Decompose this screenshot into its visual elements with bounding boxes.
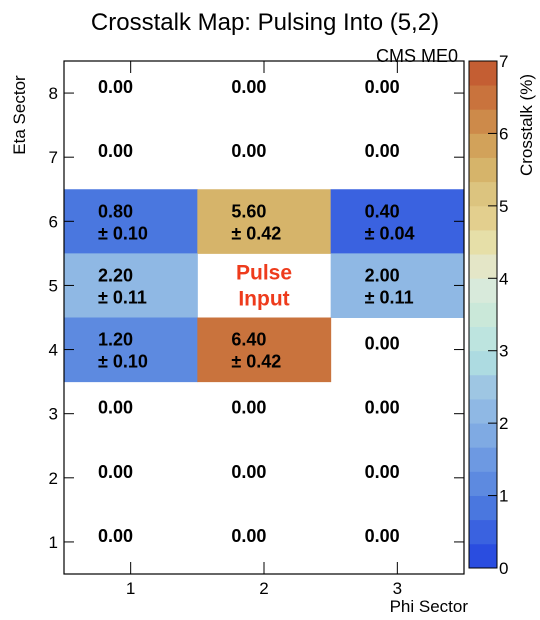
x-tick-label: 1 [126,579,135,598]
colorbar-tick-label: 6 [499,124,508,143]
cell-value-label: 1.20 [98,330,133,350]
cell-error-label: ± 0.10 [98,223,148,243]
cell-value-label: 0.00 [98,77,133,97]
x-axis-label: Phi Sector [390,597,469,616]
cell-value-label: 0.00 [231,77,266,97]
colorbar-band [469,278,497,303]
heatmap-cell [197,317,332,383]
cell-value-label: 2.20 [98,265,133,285]
cell-value-label: 0.00 [98,462,133,482]
heatmap-cell [197,189,332,254]
heatmap-cell [330,189,465,254]
cell-value-label: 0.00 [98,398,133,418]
pulse-input-label: Pulse [236,261,292,284]
colorbar-tick-label: 2 [499,414,508,433]
cell-value-label: 0.00 [231,398,266,418]
cell-value-label: 0.00 [365,462,400,482]
colorbar-tick-label: 7 [499,52,508,71]
colorbar-tick-label: 0 [499,559,508,578]
colorbar-tick-label: 3 [499,342,508,361]
colorbar-band [469,374,497,400]
colorbar-band [469,519,497,545]
colorbar-tick-label: 4 [499,269,508,288]
colorbar-band [469,85,497,110]
y-tick-label: 2 [49,469,58,488]
heatmap-cell [64,317,198,383]
cell-labels: 0.00 0.00 0.000.00 0.00 0.000.80± 0.105.60± … [98,77,415,546]
x-tick-label: 3 [393,579,402,598]
y-tick-label: 6 [49,212,58,231]
cell-error-label: ± 0.42 [231,352,281,372]
y-tick-label: 1 [49,533,58,552]
axes: 1 2 3 4 5 6 7 8 1 2 3 [49,61,464,598]
y-tick-label: 7 [49,148,58,167]
cell-value-label: 0.00 [231,141,266,161]
cell-value-label: 0.00 [98,526,133,546]
heatmap-cell [330,253,465,318]
cell-error-label: ± 0.10 [98,352,148,372]
colorbar-band [469,447,497,472]
cell-value-label: 5.60 [231,201,266,221]
colorbar-band [469,399,497,424]
colorbar-band [469,302,497,327]
y-axis-label: Eta Sector [10,75,29,155]
cell-value-label: 0.00 [231,526,266,546]
colorbar-band [469,181,497,207]
cell-value-label: 0.80 [98,201,133,221]
cell-value-label: 0.00 [365,77,400,97]
heatmap-cell [64,253,198,318]
y-tick-label: 4 [49,341,58,360]
colorbar-frame [468,60,498,569]
cell-value-label: 0.00 [231,462,266,482]
colorbar-label: Crosstalk (%) [517,74,536,176]
chart-title: Crosstalk Map: Pulsing Into (5,2) [91,9,439,36]
colorbar-tick-label: 1 [499,487,508,506]
colorbar-band [469,61,497,86]
cell-value-label: 0.00 [98,141,133,161]
cell-value-label: 0.00 [365,334,400,354]
heatmap-cells [64,189,465,383]
cell-error-label: ± 0.04 [365,223,415,243]
cell-error-label: ± 0.11 [365,287,414,307]
cell-value-label: 2.00 [365,265,400,285]
cell-error-label: ± 0.42 [231,223,281,243]
cell-value-label: 6.40 [231,330,266,350]
colorbar-band [469,205,497,231]
y-tick-label: 8 [49,84,58,103]
cell-error-label: ± 0.11 [98,287,147,307]
colorbar-band [469,133,497,158]
colorbar-band [469,350,497,376]
cell-value-label: 0.00 [365,398,400,418]
heatmap-cell [64,189,198,254]
colorbar-band [469,423,497,448]
cell-value-label: 0.00 [365,526,400,546]
colorbar-band [469,157,497,183]
colorbar-band [469,471,497,496]
x-tick-label: 2 [259,579,268,598]
colorbar: 0 1 2 3 4 5 6 7 [468,52,508,578]
colorbar-band [469,326,497,352]
colorbar-band [469,543,497,569]
pulse-input-label: Input [238,287,289,310]
colorbar-band [469,254,497,279]
cell-value-label: 0.00 [365,141,400,161]
y-tick-label: 5 [49,276,58,295]
y-tick-label: 3 [49,405,58,424]
colorbar-band [469,495,497,521]
colorbar-tick-label: 5 [499,197,508,216]
chart-subtitle: CMS ME0 [376,46,458,66]
colorbar-band [469,230,497,255]
cell-value-label: 0.40 [365,201,400,221]
colorbar-band [469,109,497,134]
